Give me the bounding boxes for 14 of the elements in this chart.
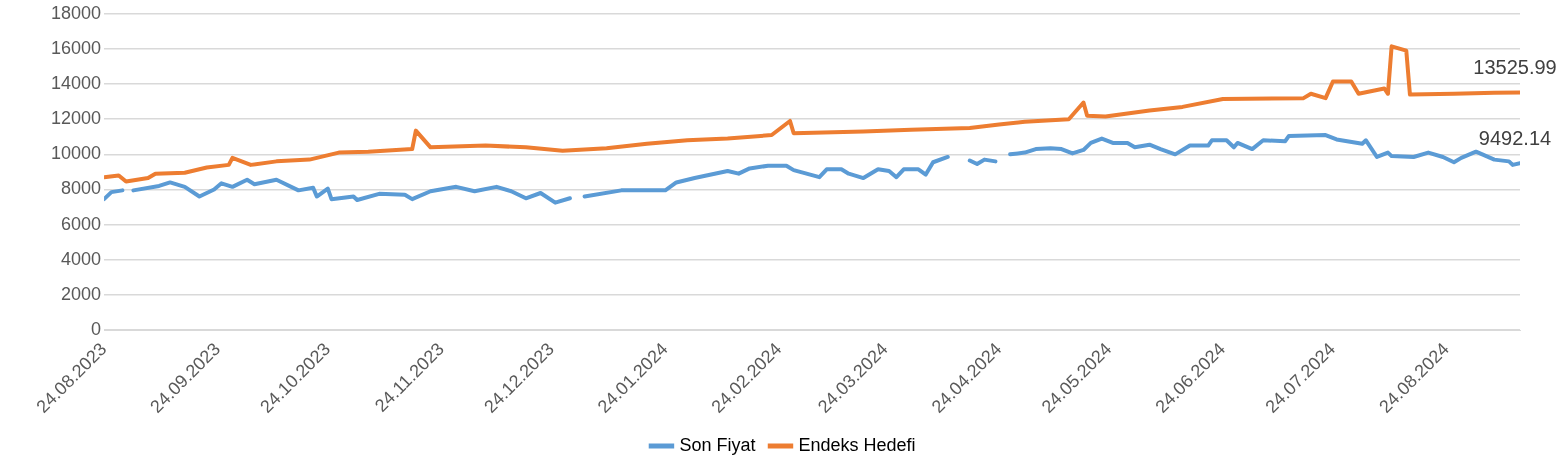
- y-tick-label: 16000: [50, 37, 102, 58]
- y-tick-label: 6000: [61, 213, 102, 234]
- annotation: 13525.99: [1473, 56, 1557, 79]
- y-tick-label: 12000: [50, 108, 102, 129]
- legend-label: Son Fiyat: [679, 434, 756, 455]
- y-tick-label: 10000: [50, 143, 102, 164]
- y-tick-label: 8000: [61, 178, 102, 199]
- y-tick-label: 0: [91, 318, 102, 339]
- y-tick-label: 18000: [50, 2, 102, 23]
- y-tick-label: 2000: [61, 283, 102, 304]
- legend-label: Endeks Hedefi: [798, 434, 916, 455]
- y-tick-label: 14000: [50, 73, 102, 94]
- annotation: 9492.14: [1478, 127, 1552, 150]
- y-tick-label: 4000: [61, 248, 102, 269]
